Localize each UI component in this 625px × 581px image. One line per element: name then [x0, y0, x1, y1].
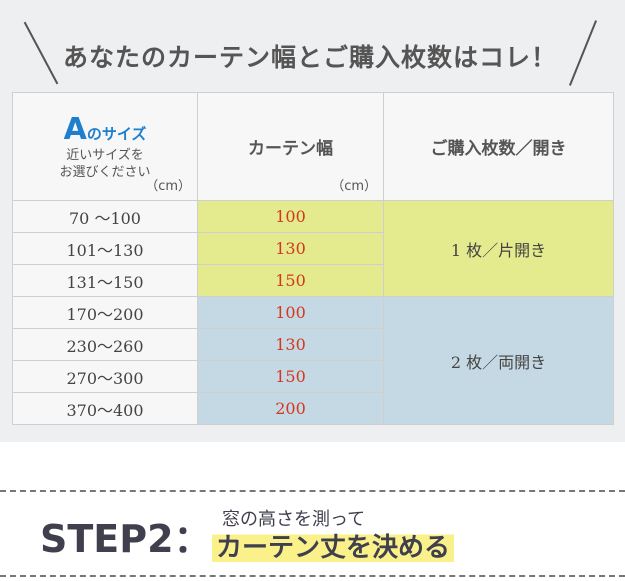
- range-cell: 170～200: [12, 296, 198, 329]
- header-qty: ご購入枚数／開き: [383, 92, 614, 201]
- size-table: Aのサイズ 近いサイズを お選びください （cm） カーテン幅 （cm） ご購入枚…: [12, 92, 614, 425]
- width-cell: 130: [197, 328, 384, 361]
- range-cell: 270～300: [12, 360, 198, 393]
- left-slash-decoration: [23, 21, 59, 85]
- panel-title: あなたのカーテン幅とご購入枚数はコレ！: [62, 43, 557, 72]
- right-slash-decoration: [568, 20, 598, 86]
- width-cell: 150: [197, 264, 384, 297]
- step-heading: カーテン丈を決める: [212, 527, 455, 564]
- a-note-2: お選びください: [59, 165, 151, 180]
- table-row: 101～130 130: [12, 232, 614, 265]
- width-cell: 100: [197, 296, 384, 329]
- header-width: カーテン幅 （cm）: [197, 92, 384, 201]
- qty-cell: 1 枚／片開き: [383, 200, 614, 297]
- table-row: 70 ～100 100 1 枚／片開き: [12, 200, 614, 297]
- range-cell: 70 ～100: [12, 200, 198, 233]
- a-unit: （cm）: [145, 179, 191, 194]
- step-label: STEP2：: [40, 517, 212, 561]
- a-note-1: 近いサイズを: [66, 148, 144, 163]
- range-cell: 370～400: [12, 392, 198, 425]
- result-panel: あなたのカーテン幅とご購入枚数はコレ！ Aのサイズ 近いサイズを お選びください…: [0, 0, 625, 442]
- table-header: Aのサイズ 近いサイズを お選びください （cm） カーテン幅 （cm） ご購入枚…: [12, 92, 614, 201]
- width-label: カーテン幅: [248, 139, 333, 159]
- step-subtitle: 窓の高さを測って: [222, 509, 366, 530]
- width-cell: 100: [197, 200, 384, 233]
- width-cell: 200: [197, 392, 384, 425]
- qty-cell: 2 枚／両開き: [383, 296, 614, 425]
- table-row: 370～400 200: [12, 392, 614, 425]
- table-row: 230～260 130: [12, 328, 614, 361]
- range-cell: 131～150: [12, 264, 198, 297]
- range-cell: 230～260: [12, 328, 198, 361]
- top-stitch-divider: [0, 490, 625, 492]
- range-cell: 101～130: [12, 232, 198, 265]
- width-cell: 150: [197, 360, 384, 393]
- a-suffix: のサイズ: [86, 125, 147, 143]
- width-cell: 130: [197, 232, 384, 265]
- table-row: 270～300 150: [12, 360, 614, 393]
- table-row: 170～200 100 2 枚／両開き: [12, 296, 614, 425]
- header-size: Aのサイズ 近いサイズを お選びください （cm）: [12, 92, 198, 201]
- width-unit: （cm）: [331, 179, 377, 194]
- bottom-stitch-divider: [0, 575, 625, 577]
- a-letter: A: [63, 112, 87, 147]
